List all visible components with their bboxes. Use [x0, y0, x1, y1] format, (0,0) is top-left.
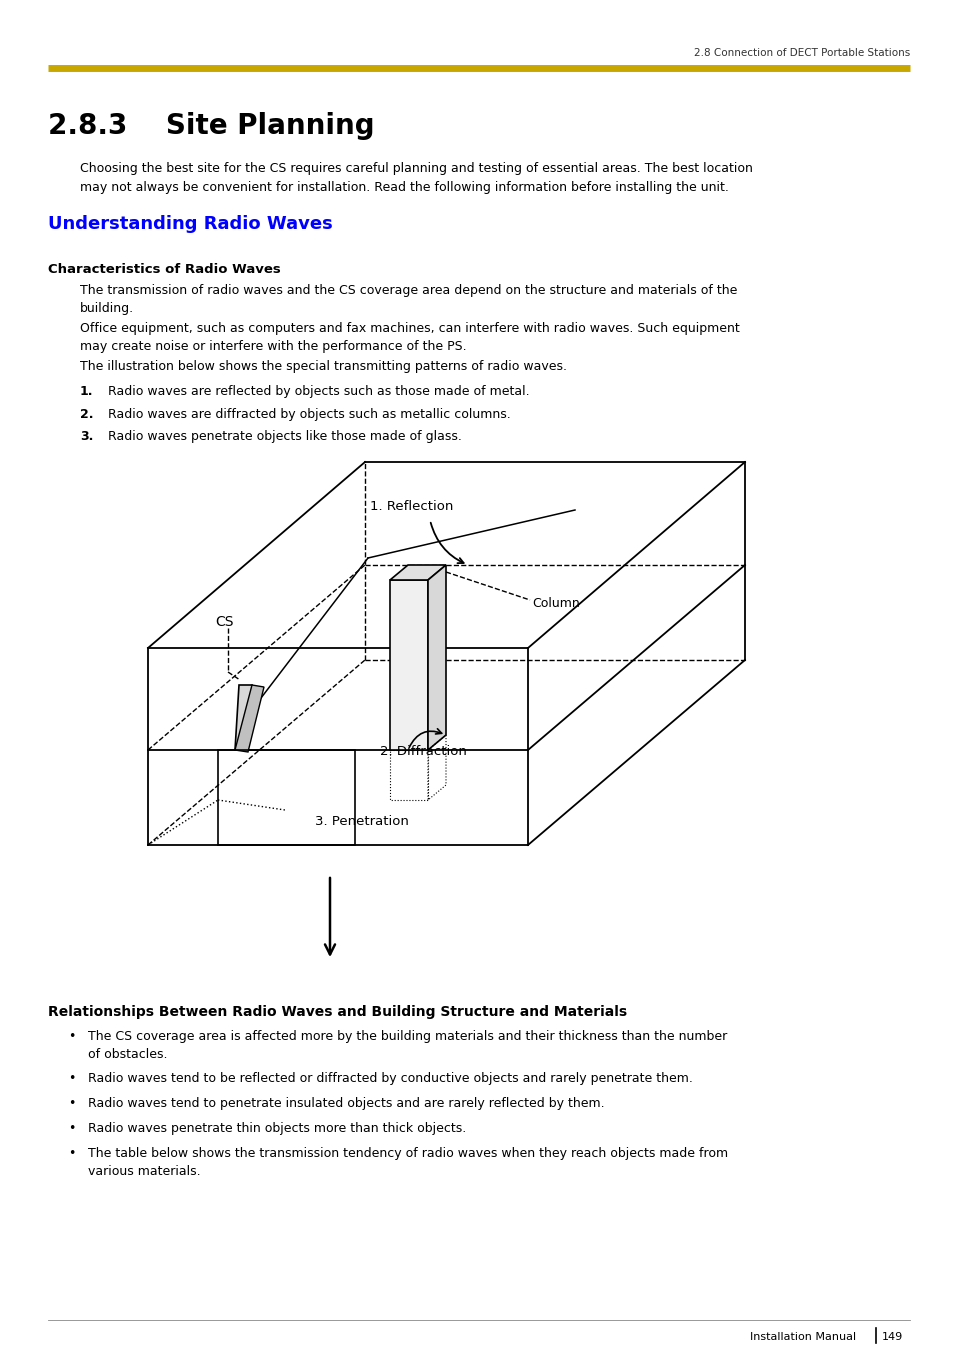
Text: 1.: 1.: [80, 385, 93, 399]
Polygon shape: [234, 685, 252, 750]
Text: •: •: [68, 1121, 75, 1135]
Text: The table below shows the transmission tendency of radio waves when they reach o: The table below shows the transmission t…: [88, 1147, 727, 1178]
Text: Radio waves tend to be reflected or diffracted by conductive objects and rarely : Radio waves tend to be reflected or diff…: [88, 1071, 692, 1085]
Text: Radio waves are reflected by objects such as those made of metal.: Radio waves are reflected by objects suc…: [108, 385, 529, 399]
Text: Installation Manual: Installation Manual: [749, 1332, 855, 1342]
Text: The illustration below shows the special transmitting patterns of radio waves.: The illustration below shows the special…: [80, 359, 566, 373]
Text: The transmission of radio waves and the CS coverage area depend on the structure: The transmission of radio waves and the …: [80, 284, 737, 315]
Text: Characteristics of Radio Waves: Characteristics of Radio Waves: [48, 263, 280, 276]
Text: Radio waves tend to penetrate insulated objects and are rarely reflected by them: Radio waves tend to penetrate insulated …: [88, 1097, 604, 1111]
Text: 149: 149: [882, 1332, 902, 1342]
Polygon shape: [390, 580, 428, 750]
Text: •: •: [68, 1029, 75, 1043]
Text: Understanding Radio Waves: Understanding Radio Waves: [48, 215, 333, 232]
Text: •: •: [68, 1097, 75, 1111]
Text: Choosing the best site for the CS requires careful planning and testing of essen: Choosing the best site for the CS requir…: [80, 162, 752, 195]
Text: 1. Reflection: 1. Reflection: [370, 500, 453, 513]
Text: •: •: [68, 1071, 75, 1085]
Text: Column: Column: [532, 597, 579, 611]
Text: Radio waves penetrate thin objects more than thick objects.: Radio waves penetrate thin objects more …: [88, 1121, 466, 1135]
Text: 2.8 Connection of DECT Portable Stations: 2.8 Connection of DECT Portable Stations: [693, 49, 909, 58]
Text: •: •: [68, 1147, 75, 1161]
Polygon shape: [234, 685, 264, 753]
Text: 2.: 2.: [80, 408, 93, 422]
Polygon shape: [428, 565, 446, 750]
Text: Radio waves are diffracted by objects such as metallic columns.: Radio waves are diffracted by objects su…: [108, 408, 510, 422]
Text: The CS coverage area is affected more by the building materials and their thickn: The CS coverage area is affected more by…: [88, 1029, 726, 1061]
Text: Relationships Between Radio Waves and Building Structure and Materials: Relationships Between Radio Waves and Bu…: [48, 1005, 626, 1019]
Text: 3. Penetration: 3. Penetration: [314, 815, 409, 828]
Text: CS: CS: [214, 615, 233, 630]
Text: 2. Diffraction: 2. Diffraction: [379, 744, 466, 758]
Text: 2.8.3    Site Planning: 2.8.3 Site Planning: [48, 112, 375, 141]
Text: Office equipment, such as computers and fax machines, can interfere with radio w: Office equipment, such as computers and …: [80, 322, 739, 353]
Text: 3.: 3.: [80, 430, 93, 443]
Text: Radio waves penetrate objects like those made of glass.: Radio waves penetrate objects like those…: [108, 430, 461, 443]
Polygon shape: [390, 565, 446, 580]
